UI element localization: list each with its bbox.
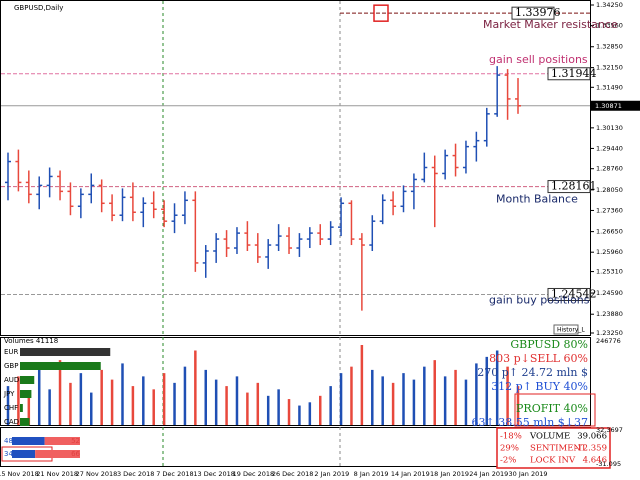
info-line: 803 p↓SELL 60% [489, 352, 588, 365]
currency-label: CAD [4, 418, 19, 426]
stats-box [496, 427, 611, 469]
x-tick-label: 18 Jan 2019 [430, 470, 469, 478]
history-button-label[interactable]: History_L [557, 327, 585, 334]
x-tick-label: 24 Jan 2019 [469, 470, 508, 478]
buy-bar [12, 437, 45, 445]
info-line: GBPUSD 80% [510, 338, 588, 351]
stats-cell: 39.066 [577, 432, 607, 442]
scale-label: -31.095 [596, 460, 621, 468]
currency-bar [20, 404, 23, 412]
price-box [373, 4, 389, 22]
stats-cell: SENTIMENT [530, 444, 587, 454]
sell-pct: 52 [71, 437, 80, 445]
y-tick-label: 1.34250 [596, 1, 623, 9]
y-tick-label: 1.28050 [596, 186, 623, 194]
currency-label: GBP [4, 362, 18, 370]
stats-cell: LOCK INV [530, 456, 576, 466]
y-tick-label: 1.32150 [596, 64, 623, 72]
x-tick-label: 19 Dec 2018 [233, 470, 275, 478]
x-tick-label: 27 Nov 2018 [76, 470, 118, 478]
currency-bar [20, 348, 111, 356]
x-tick-label: 3 Dec 2018 [117, 470, 154, 478]
volume-title: Volumes 41118 [4, 337, 58, 345]
y-tick-label: 1.27360 [596, 206, 623, 214]
price-tag [511, 6, 555, 20]
currency-bar [20, 362, 101, 370]
current-price [591, 100, 640, 111]
sell-bar [35, 450, 80, 458]
y-tick-label: 1.24590 [596, 289, 623, 297]
x-tick-label: 14 Jan 2019 [391, 470, 430, 478]
buy-pct: 48 [4, 437, 13, 445]
profit-box [514, 393, 596, 427]
currency-label: JPY [3, 390, 15, 398]
info-line: 270 p↑ 24.72 mln $ [477, 366, 588, 379]
y-tick-label: 1.30130 [596, 124, 623, 132]
level-label: Market Maker resistance [483, 18, 618, 31]
y-tick-label: 1.26650 [596, 228, 623, 236]
stats-cell: -12.359 [574, 444, 607, 454]
price-tag-label: 1.28161 [551, 180, 597, 193]
x-tick-label: 15 Nov 2018 [0, 470, 39, 478]
current-price-label: 1.30871 [595, 102, 622, 110]
y-tick-label: 1.23880 [596, 310, 623, 318]
y-tick-label: 1.23250 [596, 329, 623, 337]
level-label: gain sell positions [489, 53, 588, 66]
currency-bar [20, 390, 32, 398]
currency-label: CHF [4, 404, 18, 412]
symbol: GBPUSD,Daily [14, 4, 63, 12]
y-tick-label: 1.25310 [596, 268, 623, 276]
y-tick-label: 1.29440 [596, 144, 623, 152]
stats-cell: 4.646 [583, 456, 607, 466]
price-tag [547, 67, 591, 81]
price-tag-label: 1.31944 [551, 67, 597, 80]
x-tick-label: 26 Dec 2018 [272, 470, 314, 478]
price-tag [547, 180, 591, 194]
volume-frame [0, 337, 591, 426]
volume-scale: 246776 [596, 337, 621, 345]
price-tag-label: 1.24542 [551, 287, 597, 300]
currency-bar [20, 418, 30, 426]
sell-bar [44, 437, 80, 445]
level-label: Month Balance [496, 193, 578, 206]
info-line: 312 p↑ BUY 40% [491, 380, 588, 393]
x-tick-label: 8 Jan 2019 [354, 470, 389, 478]
sell-pct: 66 [71, 450, 80, 458]
scale-label: 32.3697 [596, 426, 623, 434]
stats-cell: -2% [500, 456, 516, 466]
y-tick-label: 1.33560 [596, 22, 623, 30]
y-tick-label: 1.31490 [596, 83, 623, 91]
currency-bar [20, 376, 35, 384]
y-tick-label: 1.28760 [596, 165, 623, 173]
price-frame [0, 0, 591, 336]
x-tick-label: 21 Nov 2018 [36, 470, 78, 478]
x-tick-label: 13 Dec 2018 [193, 470, 235, 478]
y-tick-label: 1.32850 [596, 43, 623, 51]
y-tick-label: 1.25960 [596, 248, 623, 256]
stats-cell: VOLUME [529, 432, 570, 442]
stats-cell: -18% [500, 432, 522, 442]
info-line: 63↑ 38.55 mln $↓37 [472, 416, 588, 429]
price-tag [547, 287, 591, 301]
currency-label: EUR [4, 348, 19, 356]
currency-label: AUD [4, 376, 19, 384]
stats-cell: 29% [500, 444, 519, 454]
price-tag-label: 1.33976 [515, 6, 561, 19]
buy-bar [12, 450, 36, 458]
x-tick-label: 30 Jan 2019 [509, 470, 548, 478]
buy-pct: 34 [4, 450, 13, 458]
history-button[interactable] [553, 324, 579, 335]
info-line: PROFIT 40% [516, 402, 588, 415]
x-tick-label: 2 Jan 2019 [314, 470, 349, 478]
x-tick-label: 7 Dec 2018 [156, 470, 193, 478]
level-label: gain buy positions [489, 293, 590, 306]
